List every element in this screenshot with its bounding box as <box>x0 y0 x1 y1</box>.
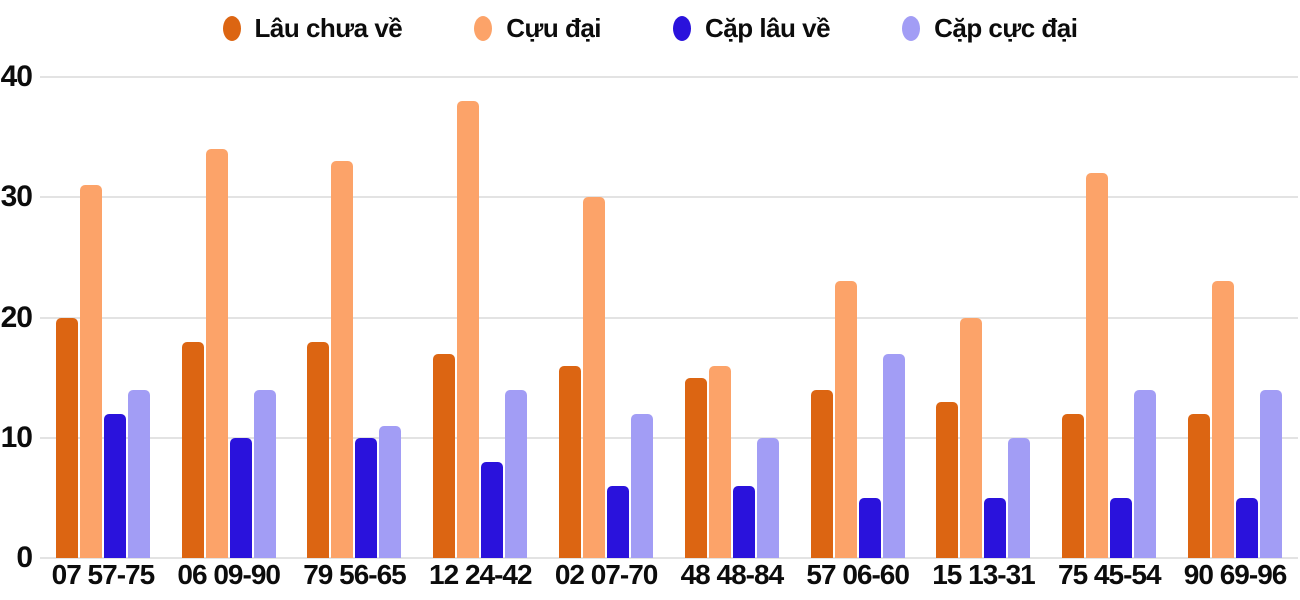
bar-series1-group5 <box>708 365 731 558</box>
bar-series2-group0 <box>103 413 126 558</box>
bar-series2-group7 <box>984 497 1007 558</box>
x-axis-category-label: 79 56-65 <box>303 559 407 590</box>
legend-marker-icon <box>902 15 921 41</box>
bar-series1-group7 <box>960 317 983 558</box>
legend-item-3[interactable]: Cặp cực đại <box>902 12 1078 44</box>
gridline-y30 <box>40 196 1298 199</box>
bar-series0-group8 <box>1062 413 1085 558</box>
bar-series3-group1 <box>253 389 276 558</box>
legend-marker-icon <box>474 15 493 41</box>
y-axis-tick-label: 10 <box>0 420 33 454</box>
bar-series0-group1 <box>181 341 204 558</box>
legend-label: Cặp lâu về <box>705 12 831 43</box>
x-axis-category-label: 48 48-84 <box>680 559 785 590</box>
bar-groups: 07 57-75 06 09-90 79 56-65 12 24-42 02 07-70… <box>40 77 1298 589</box>
bar-series3-group0 <box>127 389 150 558</box>
bar-series2-group3 <box>481 461 504 558</box>
bar-group-7: 15 13-31 <box>921 77 1047 589</box>
x-axis-category-label: 90 69-96 <box>1183 559 1288 590</box>
bar-series1-group1 <box>205 149 228 558</box>
legend-item-0[interactable]: Lâu chưa về <box>222 12 403 44</box>
x-axis-category-label: 15 13-31 <box>932 559 1036 590</box>
bar-series2-group1 <box>229 437 252 558</box>
bar-series3-group6 <box>882 353 905 558</box>
bar-series0-group9 <box>1188 413 1211 558</box>
bar-group-9: 90 69-96 <box>1172 77 1298 589</box>
bar-series3-group5 <box>756 437 779 558</box>
bar-series2-group4 <box>607 485 630 558</box>
bar-series0-group2 <box>307 341 330 558</box>
chart-legend: Lâu chưa về Cựu đại Cặp lâu về Cặp cực đại <box>0 8 1300 48</box>
bar-series3-group7 <box>1008 437 1031 558</box>
y-axis-tick-label: 0 <box>16 541 33 574</box>
y-axis-tick-label: 30 <box>0 180 33 214</box>
legend-label: Lâu chưa về <box>254 12 403 43</box>
bar-series0-group3 <box>433 353 456 558</box>
x-axis-category-label: 07 57-75 <box>51 559 156 590</box>
bar-group-1: 06 09-90 <box>166 77 292 589</box>
bar-series3-group9 <box>1260 389 1283 558</box>
gridline-y0 <box>40 557 1298 559</box>
bar-series1-group8 <box>1086 173 1109 558</box>
legend-item-2[interactable]: Cặp lâu về <box>673 12 831 44</box>
x-axis-category-label: 75 45-54 <box>1058 559 1162 590</box>
bar-series0-group4 <box>559 365 582 558</box>
bar-group-2: 79 56-65 <box>292 77 418 589</box>
bar-group-5: 48 48-84 <box>669 77 795 589</box>
bar-group-0: 07 57-75 <box>40 77 166 589</box>
legend-item-1[interactable]: Cựu đại <box>474 12 602 44</box>
x-axis-category-label: 02 07-70 <box>554 559 659 590</box>
bar-series0-group0 <box>55 317 78 558</box>
bar-group-3: 12 24-42 <box>417 77 543 589</box>
bar-series0-group7 <box>936 401 959 558</box>
y-axis-tick-label: 40 <box>0 60 33 93</box>
bar-series2-group8 <box>1110 497 1133 558</box>
bar-series3-group2 <box>379 425 402 558</box>
bar-group-8: 75 45-54 <box>1046 77 1172 589</box>
legend-marker-icon <box>222 15 241 41</box>
bar-series1-group9 <box>1212 281 1235 558</box>
x-axis-category-label: 12 24-42 <box>429 559 533 590</box>
gridline-y10 <box>40 436 1298 439</box>
bar-series1-group6 <box>834 281 857 558</box>
bar-group-6: 57 06-60 <box>795 77 921 589</box>
legend-marker-icon <box>673 15 692 41</box>
legend-label: Cặp cực đại <box>934 12 1078 43</box>
bar-series3-group3 <box>505 389 528 558</box>
bar-series2-group9 <box>1236 497 1259 558</box>
bar-series1-group0 <box>79 185 102 558</box>
bar-series1-group2 <box>331 161 354 558</box>
x-axis-category-label: 06 09-90 <box>177 559 281 590</box>
bar-series2-group5 <box>732 485 755 558</box>
y-axis-tick-label: 20 <box>0 300 33 334</box>
bar-series0-group5 <box>684 377 707 558</box>
bar-series2-group6 <box>858 497 881 558</box>
bar-series1-group4 <box>583 197 606 558</box>
gridline-y20 <box>40 316 1298 319</box>
legend-label: Cựu đại <box>506 12 602 43</box>
bar-series3-group8 <box>1134 389 1157 558</box>
bar-series1-group3 <box>457 101 480 558</box>
bar-series3-group4 <box>631 413 654 558</box>
bar-group-4: 02 07-70 <box>543 77 669 589</box>
plot-area: 0 10 20 30 40 07 57-75 06 09-90 79 56-65 12 24-… <box>1 62 1298 589</box>
bar-series2-group2 <box>355 437 378 558</box>
bar-series0-group6 <box>810 389 833 558</box>
gridline-y40 <box>40 76 1298 78</box>
x-axis-category-label: 57 06-60 <box>806 559 910 590</box>
